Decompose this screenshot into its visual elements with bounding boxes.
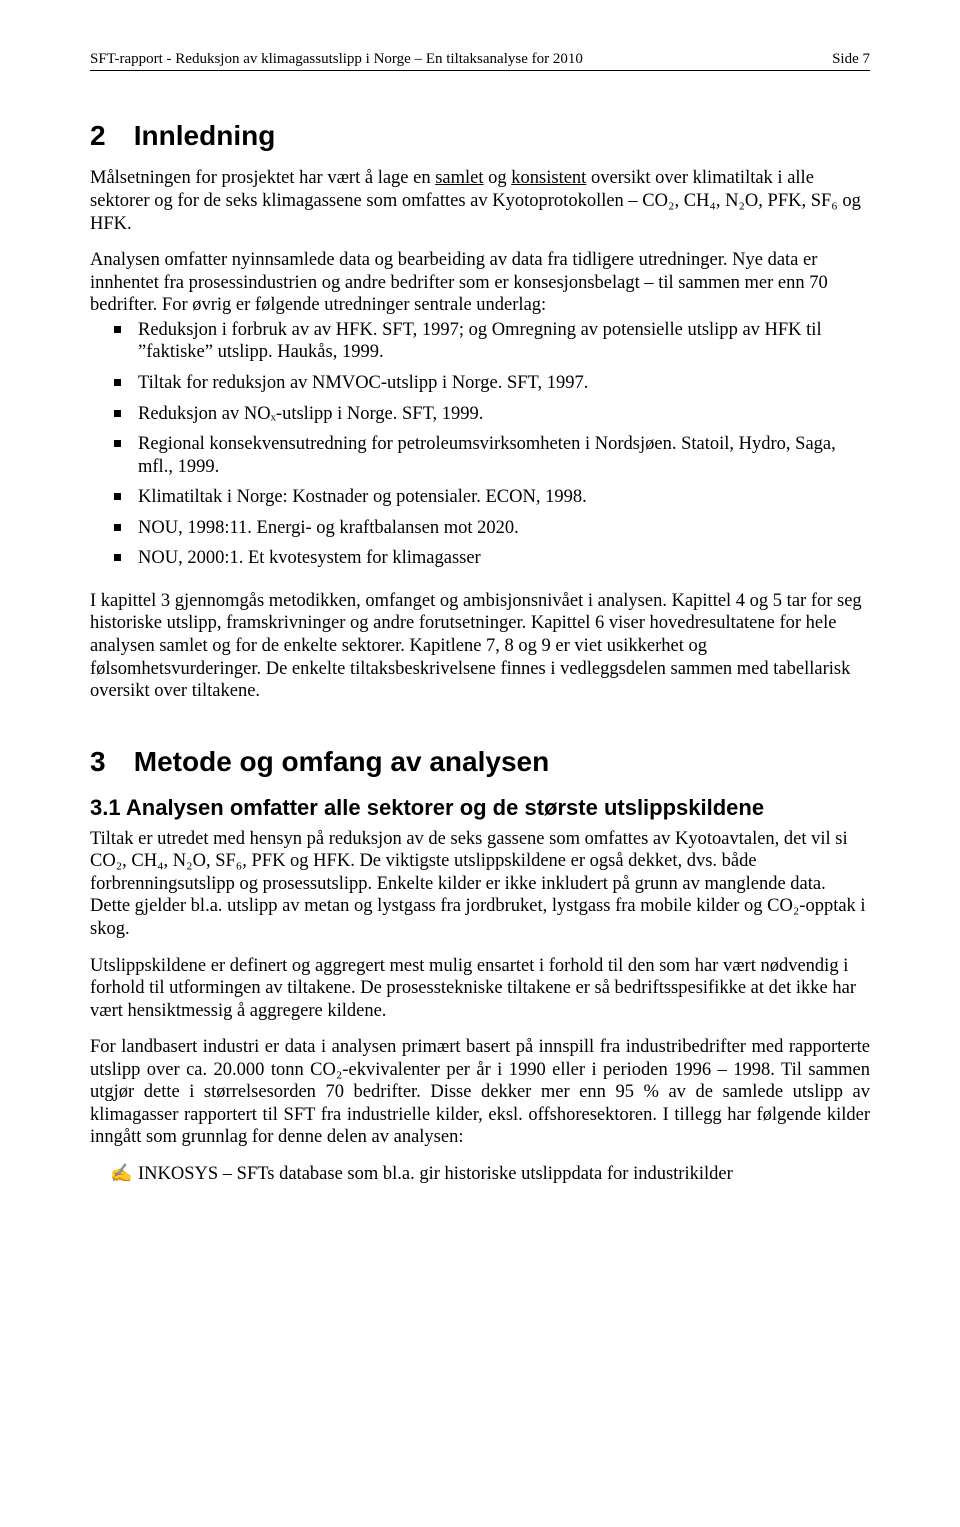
list-item: Tiltak for reduksjon av NMVOC-utslipp i … xyxy=(90,372,870,395)
list-item: Reduksjon i forbruk av av HFK. SFT, 1997… xyxy=(90,319,870,364)
section-3-heading: 3 Metode og omfang av analysen xyxy=(90,745,870,779)
list-item-text: INKOSYS – SFTs database som bl.a. gir hi… xyxy=(138,1164,733,1184)
list-item-text: NOU, 2000:1. Et kvotesystem for klimagas… xyxy=(138,548,481,568)
header-left: SFT-rapport - Reduksjon av klimagassutsl… xyxy=(90,50,583,68)
list-item: NOU, 1998:11. Energi- og kraftbalansen m… xyxy=(90,517,870,540)
list-item: Klimatiltak i Norge: Kostnader og potens… xyxy=(90,486,870,509)
list-item-text: Regional konsekvensutredning for petrole… xyxy=(138,434,836,477)
list-item-text: Reduksjon i forbruk av av HFK. SFT, 1997… xyxy=(138,320,822,363)
section-2-title: Innledning xyxy=(134,120,276,151)
list-item: Regional konsekvensutredning for petrole… xyxy=(90,433,870,478)
section-3-number: 3 xyxy=(90,745,126,779)
page-header: SFT-rapport - Reduksjon av klimagassutsl… xyxy=(90,50,870,71)
spacer xyxy=(90,717,870,745)
list-item: NOU, 2000:1. Et kvotesystem for klimagas… xyxy=(90,547,870,570)
section-3-para-2: Utslippskildene er definert og aggregert… xyxy=(90,955,870,1023)
section-2-heading: 2 Innledning xyxy=(90,119,870,153)
hand-icon: ✍ xyxy=(110,1163,132,1185)
header-page-number: Side 7 xyxy=(832,50,870,68)
section-3-title: Metode og omfang av analysen xyxy=(134,746,549,777)
section-2-para-2: Analysen omfatter nyinnsamlede data og b… xyxy=(90,249,870,317)
list-item-text: Tiltak for reduksjon av NMVOC-utslipp i … xyxy=(138,373,588,393)
section-3-1-number: 3.1 xyxy=(90,795,121,820)
section-3-1-heading: 3.1 Analysen omfatter alle sektorer og d… xyxy=(90,795,870,822)
section-3-hand-list: ✍ INKOSYS – SFTs database som bl.a. gir … xyxy=(90,1163,870,1186)
list-item: Reduksjon av NOₓ-utslipp i Norge. SFT, 1… xyxy=(90,403,870,426)
section-3-para-1: Tiltak er utredet med hensyn på reduksjo… xyxy=(90,828,870,941)
text-run: Målsetningen for prosjektet har vært å l… xyxy=(90,168,435,188)
list-item: ✍ INKOSYS – SFTs database som bl.a. gir … xyxy=(90,1163,870,1186)
text-run: og xyxy=(484,168,512,188)
section-3-1-title: Analysen omfatter alle sektorer og de st… xyxy=(126,795,764,820)
page: SFT-rapport - Reduksjon av klimagassutsl… xyxy=(0,0,960,1527)
list-item-text: Klimatiltak i Norge: Kostnader og potens… xyxy=(138,487,587,507)
section-2-para-1: Målsetningen for prosjektet har vært å l… xyxy=(90,167,870,235)
section-2-para-3: I kapittel 3 gjennomgås metodikken, omfa… xyxy=(90,590,870,703)
list-item-text: NOU, 1998:11. Energi- og kraftbalansen m… xyxy=(138,518,519,538)
underline-samlet: samlet xyxy=(435,168,483,188)
section-2-bullet-list: Reduksjon i forbruk av av HFK. SFT, 1997… xyxy=(90,319,870,570)
list-item-text: Reduksjon av NOₓ-utslipp i Norge. SFT, 1… xyxy=(138,404,483,424)
underline-konsistent: konsistent xyxy=(511,168,586,188)
section-3-para-3: For landbasert industri er data i analys… xyxy=(90,1036,870,1149)
section-2-number: 2 xyxy=(90,119,126,153)
